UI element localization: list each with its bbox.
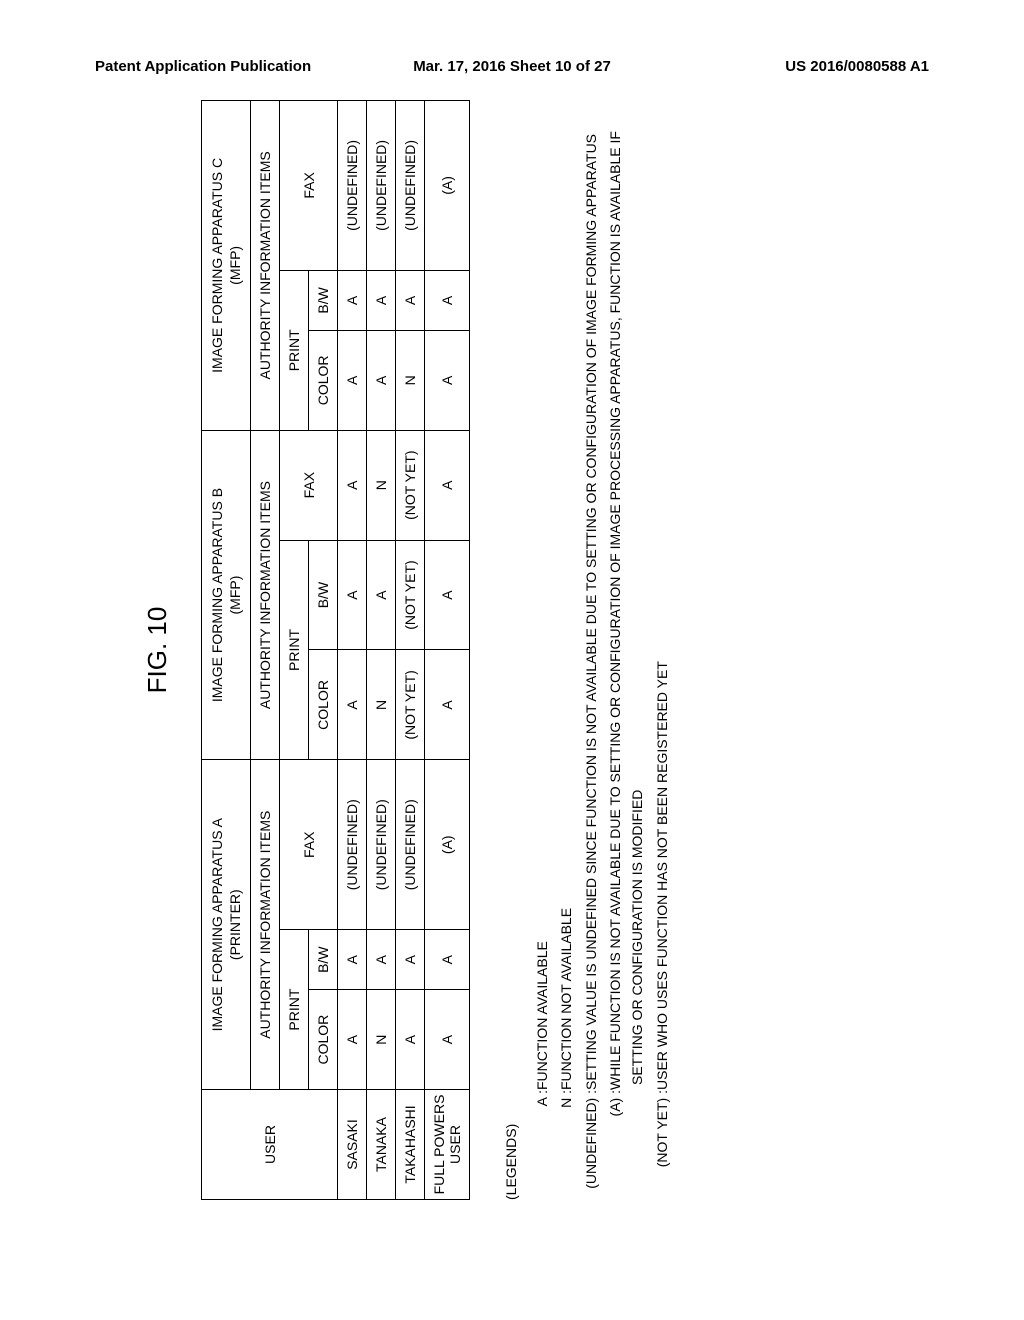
- data-cell: A: [425, 990, 470, 1090]
- data-cell: A: [338, 930, 367, 990]
- data-cell: (A): [425, 760, 470, 930]
- legends-section: (LEGENDS) A : FUNCTION AVAILABLEN : FUNC…: [500, 100, 673, 1200]
- table-row: TAKAHASHIAA(UNDEFINED)(NOT YET)(NOT YET)…: [396, 101, 425, 1200]
- fax-c: FAX: [280, 101, 338, 271]
- data-cell: A: [338, 990, 367, 1090]
- figure-content: FIG. 10 USER IMAGE FORMING APPARATUS A (…: [142, 100, 882, 1200]
- table-row: TANAKANA(UNDEFINED)NANAA(UNDEFINED): [367, 101, 396, 1200]
- data-cell: (UNDEFINED): [396, 760, 425, 930]
- legend-text: WHILE FUNCTION IS NOT AVAILABLE DUE TO S…: [607, 131, 645, 1090]
- data-cell: (NOT YET): [396, 540, 425, 650]
- data-cell: A: [396, 990, 425, 1090]
- data-cell: A: [367, 330, 396, 430]
- authority-b: AUTHORITY INFORMATION ITEMS: [251, 430, 280, 760]
- data-cell: A: [367, 930, 396, 990]
- data-cell: A: [338, 430, 367, 540]
- apparatus-c-name: IMAGE FORMING APPARATUS C: [209, 158, 225, 373]
- legend-text: SETTING VALUE IS UNDEFINED SINCE FUNCTIO…: [583, 134, 599, 1090]
- data-cell: A: [425, 540, 470, 650]
- legend-entry: (UNDEFINED) : SETTING VALUE IS UNDEFINED…: [580, 100, 602, 1085]
- legend-entry: N : FUNCTION NOT AVAILABLE: [555, 100, 577, 1085]
- legend-key: (A) :: [604, 1090, 626, 1200]
- data-cell: N: [396, 330, 425, 430]
- data-cell: (UNDEFINED): [338, 101, 367, 271]
- data-cell: (NOT YET): [396, 650, 425, 760]
- legends-title: (LEGENDS): [500, 100, 522, 1200]
- apparatus-a-type: (PRINTER): [227, 889, 243, 960]
- apparatus-b-name: IMAGE FORMING APPARATUS B: [209, 488, 225, 702]
- color-a: COLOR: [309, 990, 338, 1090]
- data-cell: A: [396, 930, 425, 990]
- authority-c: AUTHORITY INFORMATION ITEMS: [251, 101, 280, 431]
- user-cell: SASAKI: [338, 1090, 367, 1200]
- data-cell: A: [425, 430, 470, 540]
- data-cell: N: [367, 990, 396, 1090]
- data-cell: (NOT YET): [396, 430, 425, 540]
- data-cell: N: [367, 650, 396, 760]
- color-b: COLOR: [309, 650, 338, 760]
- user-cell: FULL POWERS USER: [425, 1090, 470, 1200]
- user-cell: TANAKA: [367, 1090, 396, 1200]
- apparatus-a-name: IMAGE FORMING APPARATUS A: [209, 818, 225, 1031]
- table-row: FULL POWERS USERAA(A)AAAAA(A): [425, 101, 470, 1200]
- data-cell: A: [425, 330, 470, 430]
- bw-b: B/W: [309, 540, 338, 650]
- bw-c: B/W: [309, 270, 338, 330]
- apparatus-a-header: IMAGE FORMING APPARATUS A (PRINTER): [202, 760, 251, 1090]
- apparatus-b-header: IMAGE FORMING APPARATUS B (MFP): [202, 430, 251, 760]
- print-b: PRINT: [280, 540, 309, 760]
- data-cell: (UNDEFINED): [367, 101, 396, 271]
- legend-text: FUNCTION AVAILABLE: [534, 941, 550, 1090]
- legend-key: (UNDEFINED) :: [580, 1090, 602, 1200]
- table-row: SASAKIAA(UNDEFINED)AAAAA(UNDEFINED): [338, 101, 367, 1200]
- authority-a: AUTHORITY INFORMATION ITEMS: [251, 760, 280, 1090]
- apparatus-row: USER IMAGE FORMING APPARATUS A (PRINTER)…: [202, 101, 251, 1200]
- bw-a: B/W: [309, 930, 338, 990]
- user-cell: TAKAHASHI: [396, 1090, 425, 1200]
- apparatus-b-type: (MFP): [227, 576, 243, 615]
- legend-text: FUNCTION NOT AVAILABLE: [558, 908, 574, 1090]
- legend-key: A :: [531, 1090, 553, 1200]
- apparatus-c-header: IMAGE FORMING APPARATUS C (MFP): [202, 101, 251, 431]
- data-cell: A: [425, 650, 470, 760]
- print-c: PRINT: [280, 270, 309, 430]
- user-header: USER: [202, 1090, 338, 1200]
- fax-a: FAX: [280, 760, 338, 930]
- legend-entry: (A) : WHILE FUNCTION IS NOT AVAILABLE DU…: [604, 100, 649, 1085]
- legend-key: (NOT YET) :: [651, 1090, 673, 1200]
- authority-table: USER IMAGE FORMING APPARATUS A (PRINTER)…: [201, 100, 470, 1200]
- apparatus-c-type: (MFP): [227, 246, 243, 285]
- print-a: PRINT: [280, 930, 309, 1090]
- legend-entry: (NOT YET) : USER WHO USES FUNCTION HAS N…: [651, 100, 673, 1085]
- legend-text: USER WHO USES FUNCTION HAS NOT BEEN REGI…: [654, 661, 670, 1090]
- data-cell: (UNDEFINED): [396, 101, 425, 271]
- data-cell: (UNDEFINED): [367, 760, 396, 930]
- data-cell: A: [367, 540, 396, 650]
- print-fax-row: PRINT FAX PRINT FAX PRINT FAX: [280, 101, 309, 1200]
- color-c: COLOR: [309, 330, 338, 430]
- data-cell: A: [425, 270, 470, 330]
- legend-key: N :: [555, 1090, 577, 1200]
- fax-b: FAX: [280, 430, 338, 540]
- header-right: US 2016/0080588 A1: [785, 58, 929, 75]
- data-cell: A: [338, 330, 367, 430]
- legend-entry: A : FUNCTION AVAILABLE: [531, 100, 553, 1085]
- data-cell: (UNDEFINED): [338, 760, 367, 930]
- data-cell: A: [425, 930, 470, 990]
- data-cell: A: [338, 540, 367, 650]
- data-cell: (A): [425, 101, 470, 271]
- data-cell: A: [396, 270, 425, 330]
- data-cell: N: [367, 430, 396, 540]
- data-cell: A: [367, 270, 396, 330]
- figure-title: FIG. 10: [142, 100, 173, 1200]
- authority-row: AUTHORITY INFORMATION ITEMS AUTHORITY IN…: [251, 101, 280, 1200]
- data-cell: A: [338, 270, 367, 330]
- data-cell: A: [338, 650, 367, 760]
